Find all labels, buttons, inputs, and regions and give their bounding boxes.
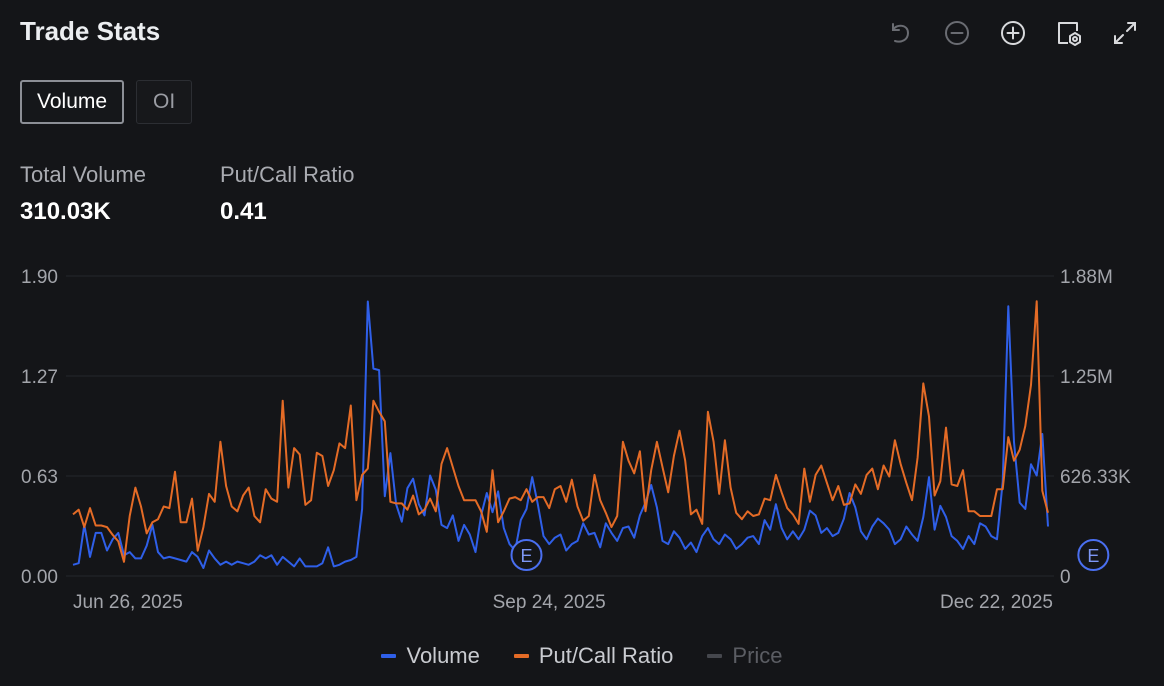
tab-oi[interactable]: OI — [136, 80, 193, 124]
y-right-tick-label: 1.25M — [1060, 367, 1113, 388]
undo-button[interactable] — [882, 14, 920, 52]
zoom-in-button[interactable] — [994, 14, 1032, 52]
x-tick-label: Dec 22, 2025 — [940, 592, 1053, 613]
metric-tabs: Volume OI — [20, 80, 193, 124]
y-right-tick-label: 626.33K — [1060, 467, 1131, 488]
earnings-marker-label: E — [1087, 546, 1099, 566]
zoom-out-icon — [945, 21, 969, 45]
fullscreen-icon — [1114, 22, 1136, 44]
y-axis-right: 0 626.33K 1.25M 1.88M — [1060, 267, 1131, 588]
fullscreen-button[interactable] — [1106, 14, 1144, 52]
y-left-tick-label: 0.63 — [21, 467, 58, 488]
legend-volume[interactable]: Volume — [381, 643, 480, 669]
x-axis: Jun 26, 2025 Sep 24, 2025 Dec 22, 2025 — [73, 592, 1053, 613]
chart-grid — [66, 275, 1054, 577]
y-right-tick-label: 0 — [1060, 567, 1071, 588]
legend-volume-label: Volume — [406, 643, 480, 668]
page-title: Trade Stats — [20, 16, 161, 46]
legend-put-call-ratio[interactable]: Put/Call Ratio — [513, 643, 674, 669]
y-axis-left: 0.00 0.63 1.27 1.90 — [21, 267, 58, 588]
y-left-tick-label: 1.27 — [21, 367, 58, 388]
undo-icon — [892, 23, 910, 43]
total-volume-stat: Total Volume 310.03K — [20, 162, 146, 226]
earnings-marker-circle — [1077, 539, 1110, 571]
y-left-tick-label: 0.00 — [21, 567, 58, 588]
chart-toolbar — [882, 14, 1144, 52]
settings-icon — [1058, 22, 1081, 46]
legend-put-call-ratio-label: Put/Call Ratio — [538, 643, 674, 668]
earnings-marker[interactable]: E — [1077, 539, 1110, 571]
x-tick-label: Sep 24, 2025 — [493, 592, 606, 613]
put-call-ratio-stat: Put/Call Ratio 0.41 — [220, 162, 355, 226]
legend-price-swatch — [707, 654, 723, 658]
trade-stats-chart: 0.00 0.63 1.27 1.90 0 626.33K 1.25M 1.88M Jun … — [21, 267, 1131, 613]
earnings-marker-circle — [510, 539, 543, 571]
y-right-tick-label: 1.88M — [1060, 267, 1113, 288]
series-line-put-call-ratio — [72, 300, 1049, 563]
legend-price[interactable]: Price — [707, 643, 783, 669]
chart-series — [72, 300, 1049, 569]
chart-settings-button[interactable] — [1050, 14, 1088, 52]
zoom-in-icon — [1001, 21, 1025, 45]
earnings-marker[interactable]: E — [510, 539, 543, 571]
total-volume-value: 310.03K — [20, 198, 111, 225]
x-tick-label: Jun 26, 2025 — [73, 592, 183, 613]
put-call-ratio-label: Put/Call Ratio — [220, 162, 355, 187]
series-line-volume — [72, 300, 1049, 569]
put-call-ratio-value: 0.41 — [220, 198, 267, 225]
earnings-marker-label: E — [520, 546, 532, 566]
legend-price-label: Price — [732, 643, 783, 668]
y-left-tick-label: 1.90 — [21, 267, 58, 288]
zoom-out-button[interactable] — [938, 14, 976, 52]
chart-legend: Volume Put/Call Ratio Price — [0, 643, 1164, 669]
legend-volume-swatch — [381, 654, 397, 658]
tab-volume[interactable]: Volume — [20, 80, 125, 124]
legend-put-call-ratio-swatch — [513, 654, 529, 658]
total-volume-label: Total Volume — [20, 162, 146, 187]
